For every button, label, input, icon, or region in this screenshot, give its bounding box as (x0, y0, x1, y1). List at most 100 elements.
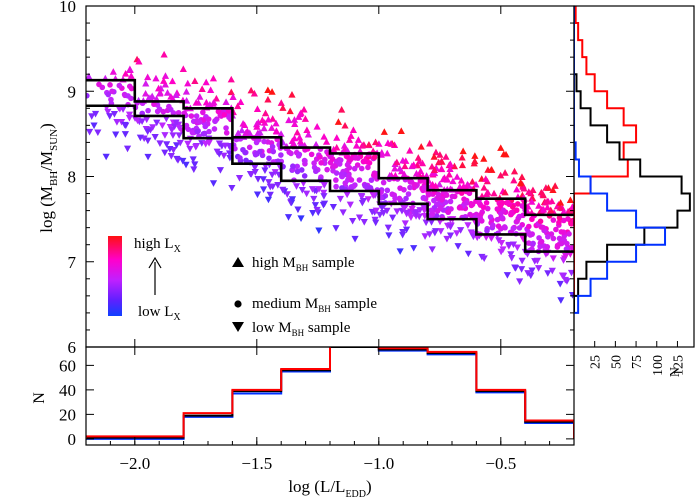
main-y-tick-label: 6 (68, 338, 77, 357)
x-histogram-y-ticks: 0 20 40 60 (59, 356, 574, 449)
scatter-point-high (268, 124, 276, 131)
scatter-point-medium (537, 243, 543, 250)
scatter-point-medium (538, 238, 545, 245)
scatter-point-medium (411, 181, 418, 188)
scatter-point-medium (384, 187, 391, 194)
scatter-point-medium (403, 195, 409, 202)
scatter-point-high (293, 128, 301, 136)
scatter-point-high (458, 161, 467, 169)
scatter-point-high (386, 171, 394, 179)
scatter-point-medium (344, 162, 351, 168)
x-histogram-series-2 (86, 347, 574, 439)
scatter-point-low (221, 142, 229, 150)
scatter-point-high (442, 153, 450, 160)
ylabel-part3: ) (37, 123, 56, 129)
scatter-point-high (402, 157, 410, 164)
scatter-point-medium (188, 113, 195, 119)
triangle-down-marker-icon (232, 322, 244, 332)
scatter-point-low (172, 142, 181, 149)
scatter-point-low (319, 201, 328, 209)
scatter-point-medium (338, 171, 345, 177)
scatter-point-medium (544, 244, 551, 250)
scatter-point-low (315, 227, 323, 235)
triangle-up-marker-icon (232, 257, 244, 267)
circle-marker-icon (234, 300, 242, 308)
scatter-point-high (432, 148, 440, 156)
scatter-point-low (446, 232, 455, 240)
scatter-point-medium (421, 184, 428, 191)
scatter-point-low (279, 186, 287, 194)
scatter-point-low (372, 219, 380, 227)
scatter-point-high (446, 165, 454, 172)
scatter-point-medium (499, 214, 506, 221)
scatter-point-low (556, 280, 564, 288)
scatter-point-low (457, 227, 465, 234)
scatter-point-low (122, 122, 130, 130)
scatter-point-low (336, 195, 345, 203)
scatter-point-low (422, 219, 430, 227)
scatter-point-low (138, 118, 146, 126)
scatter-point-low (527, 272, 535, 280)
scatter-point-low (480, 255, 488, 263)
color-scale-bar (108, 236, 122, 316)
legend-label-low: low MBH sample (252, 320, 351, 338)
scatter-point-high (513, 185, 521, 193)
scatter-point-medium (194, 128, 200, 135)
y-histogram-x-tick-label: 75 (630, 355, 645, 369)
high-threshold-step-line (86, 78, 574, 217)
scatter-point-medium (333, 177, 339, 183)
low-threshold-step-line (86, 104, 574, 253)
scatter-point-high (380, 128, 388, 135)
x-histogram-series-1 (86, 347, 574, 439)
scatter-point-low (156, 140, 164, 148)
scatter-point-medium (311, 160, 317, 166)
scatter-point-high (497, 144, 505, 151)
scatter-point-low (428, 246, 436, 253)
scatter-point-low (119, 106, 127, 113)
scatter-point-medium (107, 82, 113, 88)
scatter-point-medium (205, 116, 212, 122)
scatter-point-low (303, 190, 311, 198)
scatter-point-high (497, 171, 505, 179)
scatter-point-low (112, 131, 120, 139)
scatter-point-medium (420, 194, 427, 201)
scatter-point-high (549, 186, 557, 193)
scatter-point-medium (116, 82, 123, 89)
scatter-point-medium (145, 107, 151, 114)
scatter-point-medium (494, 206, 501, 212)
scatter-point-high (191, 77, 199, 84)
y-histogram-steps (574, 6, 691, 314)
scatter-point-medium (352, 155, 359, 161)
scatter-point-high (237, 98, 245, 105)
scatter-point-medium (166, 103, 172, 110)
scatter-point-low (369, 192, 377, 200)
x-histogram-y-tick-label: 40 (59, 381, 76, 400)
scatter-point-high (482, 175, 490, 182)
scatter-point-high (268, 88, 276, 95)
scatter-point-low (259, 186, 268, 193)
x-tick-label: −2.0 (119, 454, 150, 473)
scatter-point-medium (269, 143, 276, 150)
scatter-point-high (301, 115, 309, 122)
scatter-point-low (396, 248, 404, 255)
scatter-point-high (358, 142, 366, 149)
scatter-point-high (290, 140, 298, 148)
scatter-point-medium (175, 109, 182, 116)
scatter-point-low (192, 143, 200, 151)
scatter-point-high (566, 196, 574, 204)
scatter-point-low (419, 203, 427, 211)
scatter-point-medium (348, 156, 354, 163)
main-y-tick-label: 10 (59, 0, 76, 16)
scatter-point-medium (296, 151, 303, 158)
scatter-point-low (517, 266, 526, 273)
scatter-point-low (358, 193, 366, 201)
scatter-point-low (153, 119, 161, 127)
scatter-point-high (182, 87, 191, 95)
scatter-point-medium (206, 128, 212, 135)
x-tick-label: −1.0 (363, 454, 394, 473)
scatter-point-low (420, 207, 429, 215)
scatter-point-medium (211, 126, 218, 132)
scatter-point-low (315, 186, 323, 193)
scatter-point-low (528, 267, 536, 275)
scatter-point-low (182, 161, 190, 169)
